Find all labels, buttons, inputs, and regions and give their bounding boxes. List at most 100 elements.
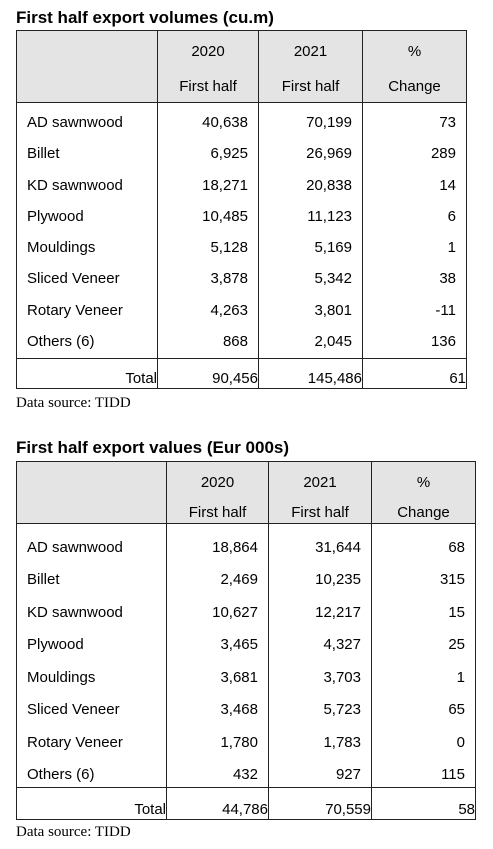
header-sub: First half <box>179 78 237 95</box>
header-sub: First half <box>291 504 349 521</box>
row-label: Rotary Veneer <box>27 733 123 751</box>
value-2020: 10,627 <box>212 603 258 621</box>
volumes-header-blank <box>16 30 158 103</box>
row-label: AD sawnwood <box>27 539 123 556</box>
value-2020: 1,780 <box>220 733 258 751</box>
value-change: 73 <box>439 114 456 131</box>
total-2020: 90,456 <box>157 358 259 389</box>
value-2020: 3,878 <box>210 270 248 288</box>
value-2020: 868 <box>222 332 248 350</box>
value-2021: 3,801 <box>314 301 352 319</box>
value-change: 0 <box>456 733 465 751</box>
header-year: 2020 <box>191 43 225 60</box>
volumes-data-source: Data source: TIDD <box>16 395 131 411</box>
values-change-cell: 68 315 15 25 1 65 0 115 <box>371 523 476 788</box>
value-2020: 3,468 <box>220 701 258 719</box>
header-sub: First half <box>188 504 247 521</box>
value-2020: 3,465 <box>220 636 258 654</box>
value-2021: 5,342 <box>314 270 352 288</box>
value-2020: 40,638 <box>202 114 248 131</box>
volumes-change-cell: 73 289 14 6 1 38 -11 136 <box>362 102 467 359</box>
row-label: KD sawnwood <box>27 603 123 621</box>
header-year: 2021 <box>303 474 337 491</box>
value-change: 65 <box>448 701 465 719</box>
row-label: Billet <box>27 571 60 589</box>
values-header-2020: 2020 First half <box>166 461 269 524</box>
values-labels-cell: AD sawnwood Billet KD sawnwood Plywood M… <box>16 523 167 788</box>
value-2020: 5,128 <box>210 239 248 257</box>
value-2021: 4,327 <box>323 636 361 654</box>
total-2021: 70,559 <box>268 787 372 820</box>
volumes-header-change: % Change <box>362 30 467 103</box>
total-change: 61 <box>362 358 467 389</box>
value-change: 15 <box>448 603 465 621</box>
row-label: Plywood <box>27 636 84 654</box>
value-change: 1 <box>456 668 465 686</box>
header-year: 2021 <box>293 43 328 60</box>
values-header-blank <box>16 461 167 524</box>
volumes-body-row: AD sawnwood Billet KD sawnwood Plywood M… <box>16 102 467 359</box>
value-2021: 26,969 <box>306 145 352 163</box>
header-year: 2020 <box>200 474 235 491</box>
row-label: Billet <box>27 145 60 163</box>
value-change: 315 <box>439 571 465 589</box>
value-2020: 4,263 <box>210 301 248 319</box>
value-change: 289 <box>430 145 456 163</box>
value-2020: 432 <box>232 765 258 783</box>
value-change: 14 <box>439 176 456 194</box>
value-change: 68 <box>448 539 465 556</box>
row-label: Sliced Veneer <box>27 270 120 288</box>
total-change: 58 <box>371 787 476 820</box>
values-data-source: Data source: TIDD <box>16 824 131 840</box>
value-2020: 18,271 <box>202 176 248 194</box>
value-2021: 5,723 <box>323 701 361 719</box>
row-label: AD sawnwood <box>27 114 123 131</box>
total-2020: 44,786 <box>166 787 269 820</box>
value-change: 38 <box>439 270 456 288</box>
header-sub: First half <box>281 78 340 95</box>
value-change: -11 <box>435 301 456 319</box>
values-body-row: AD sawnwood Billet KD sawnwood Plywood M… <box>16 523 476 788</box>
row-label: Plywood <box>27 207 84 225</box>
row-label: Others (6) <box>27 332 95 350</box>
values-table-title: First half export values (Eur 000s) <box>16 438 290 457</box>
value-2020: 3,681 <box>220 668 258 686</box>
value-2020: 18,864 <box>212 539 258 556</box>
volumes-total-row: Total 90,456 145,486 61 <box>16 358 467 389</box>
value-change: 6 <box>447 207 456 225</box>
total-2021: 145,486 <box>258 358 363 389</box>
header-sub: Change <box>388 78 441 95</box>
value-2020: 2,469 <box>220 571 258 589</box>
volumes-labels-cell: AD sawnwood Billet KD sawnwood Plywood M… <box>16 102 158 359</box>
total-label: Total <box>16 787 167 820</box>
volumes-header-row: 2020 First half 2021 First half % Change <box>16 30 467 103</box>
row-label: Mouldings <box>27 239 96 257</box>
volumes-2020-cell: 40,638 6,925 18,271 10,485 5,128 3,878 4… <box>157 102 259 359</box>
value-2020: 6,925 <box>210 145 248 163</box>
value-2021: 31,644 <box>315 539 361 556</box>
value-2021: 2,045 <box>314 332 352 350</box>
volumes-table-title: First half export volumes (cu.m) <box>16 8 274 27</box>
value-change: 115 <box>441 765 465 783</box>
value-2021: 927 <box>335 765 361 783</box>
values-total-row: Total 44,786 70,559 58 <box>16 787 476 820</box>
value-change: 136 <box>430 332 456 350</box>
value-2021: 20,838 <box>306 176 352 194</box>
values-2021-cell: 31,644 10,235 12,217 4,327 3,703 5,723 1… <box>268 523 372 788</box>
values-header-row: 2020 First half 2021 First half % Change <box>16 461 476 524</box>
values-2020-cell: 18,864 2,469 10,627 3,465 3,681 3,468 1,… <box>166 523 269 788</box>
value-2021: 11,123 <box>307 207 352 225</box>
values-header-2021: 2021 First half <box>268 461 372 524</box>
value-change: 25 <box>448 636 465 654</box>
row-label: Sliced Veneer <box>27 701 120 719</box>
value-2021: 3,703 <box>323 668 361 686</box>
total-label: Total <box>16 358 158 389</box>
value-change: 1 <box>447 239 456 257</box>
value-2021: 1,783 <box>323 733 361 751</box>
header-year: % <box>407 43 422 60</box>
row-label: KD sawnwood <box>27 176 123 194</box>
volumes-header-2020: 2020 First half <box>157 30 259 103</box>
value-2020: 10,485 <box>202 207 248 225</box>
header-year: % <box>416 474 431 491</box>
value-2021: 70,199 <box>306 114 352 131</box>
